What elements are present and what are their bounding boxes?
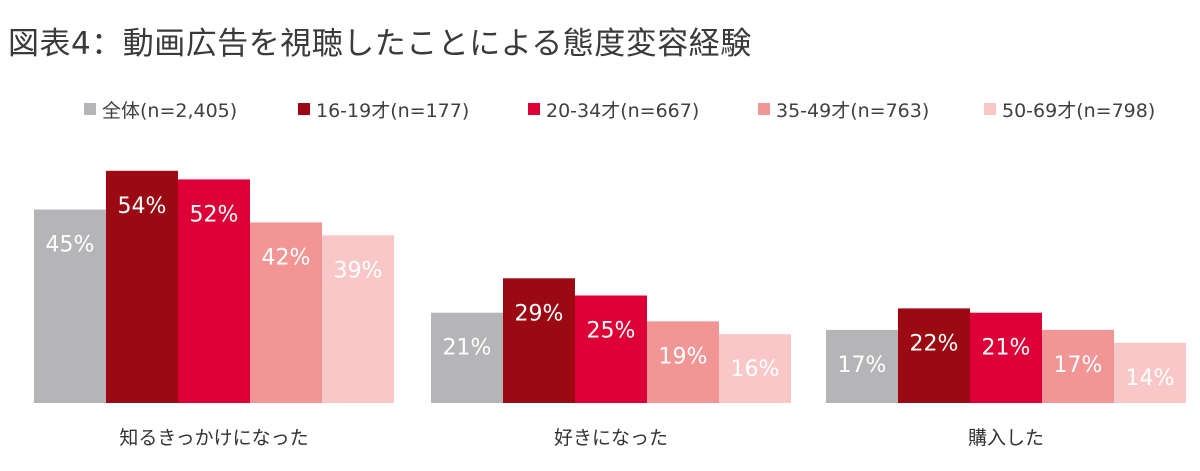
data-label-awareness-overall: 45% [46, 233, 95, 258]
legend: 全体(n=2,405) 16-19才(n=177) 20-34才(n=667) … [84, 94, 1184, 124]
chart-title: 図表4：動画広告を視聴したことによる態度変容経験 [8, 26, 752, 62]
legend-item-16-19: 16-19才(n=177) [298, 94, 469, 124]
bar-awareness-35-49 [250, 222, 322, 403]
legend-item-20-34: 20-34才(n=667) [528, 94, 699, 124]
data-label-liking-35-49: 19% [659, 344, 708, 369]
data-label-purchase-35-49: 17% [1054, 353, 1103, 378]
bar-awareness-20-34 [178, 179, 250, 403]
data-label-liking-overall: 21% [443, 336, 492, 361]
legend-label-35-49: 35-49才(n=763) [776, 99, 930, 122]
legend-item-35-49: 35-49才(n=763) [758, 94, 929, 124]
legend-swatch-20-34 [528, 103, 540, 115]
legend-label-overall: 全体(n=2,405) [102, 99, 238, 122]
data-label-purchase-20-34: 21% [982, 336, 1031, 361]
data-label-awareness-35-49: 42% [262, 245, 311, 270]
legend-swatch-overall [84, 103, 96, 115]
legend-item-50-69: 50-69才(n=798) [984, 94, 1155, 124]
legend-swatch-16-19 [298, 103, 310, 115]
data-label-awareness-50-69: 39% [334, 258, 383, 283]
data-label-liking-20-34: 25% [587, 319, 636, 344]
bar-liking-35-49 [647, 321, 719, 403]
bar-liking-20-34 [575, 295, 647, 403]
legend-swatch-35-49 [758, 103, 770, 115]
bar-purchase-overall [826, 329, 898, 403]
category-label-purchase: 購入した [968, 427, 1044, 449]
data-label-purchase-50-69: 14% [1126, 366, 1175, 391]
bar-liking-overall [431, 312, 503, 403]
bar-liking-16-19 [503, 278, 575, 403]
data-label-liking-16-19: 29% [515, 301, 564, 326]
data-label-liking-50-69: 16% [731, 357, 780, 382]
bar-purchase-20-34 [970, 312, 1042, 403]
category-label-awareness: 知るきっかけになった [119, 427, 308, 449]
data-label-awareness-16-19: 54% [118, 194, 167, 219]
data-label-awareness-20-34: 52% [190, 202, 239, 227]
legend-swatch-50-69 [984, 103, 996, 115]
bar-awareness-overall [34, 209, 106, 403]
bar-liking-50-69 [719, 334, 791, 403]
bar-purchase-35-49 [1042, 329, 1114, 403]
bar-purchase-50-69 [1114, 342, 1186, 403]
bar-awareness-16-19 [106, 170, 178, 403]
legend-label-50-69: 50-69才(n=798) [1002, 99, 1156, 122]
legend-item-overall: 全体(n=2,405) [84, 94, 237, 124]
bar-awareness-50-69 [322, 235, 394, 403]
legend-label-16-19: 16-19才(n=177) [316, 99, 470, 122]
data-label-purchase-overall: 17% [838, 353, 887, 378]
data-label-purchase-16-19: 22% [910, 331, 959, 356]
legend-label-20-34: 20-34才(n=667) [546, 99, 700, 122]
bar-purchase-16-19 [898, 308, 970, 403]
category-label-liking: 好きになった [554, 427, 668, 449]
